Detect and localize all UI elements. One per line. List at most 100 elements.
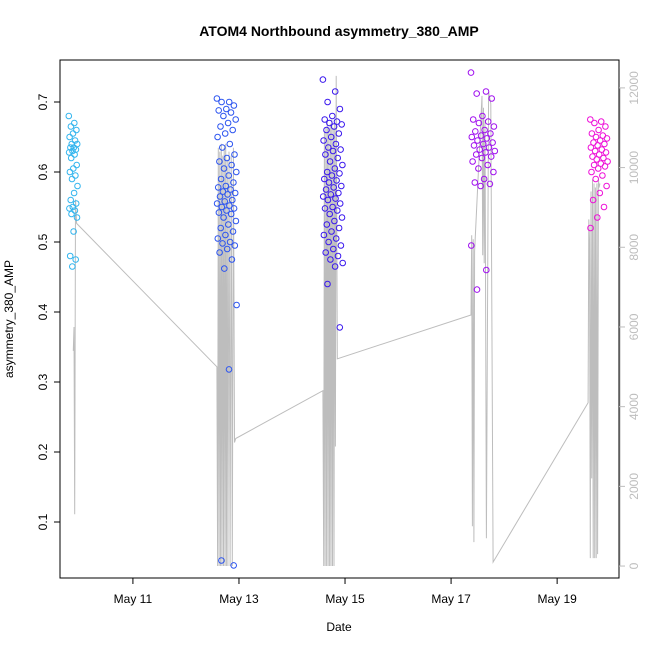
chart-title: ATOM4 Northbound asymmetry_380_AMP	[199, 23, 479, 39]
data-point	[225, 98, 233, 106]
data-point	[480, 175, 488, 183]
data-point	[226, 140, 234, 148]
data-point	[68, 210, 75, 218]
data-point	[330, 245, 337, 253]
data-point	[214, 235, 222, 242]
data-point	[221, 265, 228, 272]
data-point	[223, 245, 231, 253]
y2-tick-label: 8000	[627, 234, 641, 261]
data-point	[65, 112, 73, 120]
data-point	[487, 153, 495, 160]
data-point	[327, 191, 335, 198]
data-point	[471, 179, 479, 186]
data-point	[328, 228, 335, 235]
data-point	[590, 161, 598, 169]
data-point	[223, 105, 230, 113]
data-point	[213, 95, 221, 102]
data-point	[338, 182, 345, 190]
data-point	[215, 107, 222, 114]
data-point	[487, 130, 494, 137]
data-point	[70, 189, 78, 197]
data-point	[69, 203, 77, 211]
data-point	[468, 133, 476, 141]
data-point	[227, 210, 235, 218]
data-point	[324, 280, 331, 288]
data-point	[324, 98, 331, 106]
data-point	[331, 263, 339, 270]
data-point	[71, 151, 78, 158]
data-point	[600, 203, 608, 211]
data-point	[335, 224, 343, 232]
data-point	[330, 123, 338, 130]
data-point	[591, 119, 598, 127]
data-point	[225, 221, 232, 228]
data-point	[70, 165, 77, 172]
data-point	[336, 170, 343, 177]
data-point	[320, 231, 328, 239]
data-point	[326, 119, 333, 127]
data-point	[220, 112, 227, 120]
secondary-series	[72, 75, 601, 567]
y-axis-left: 0.1 0.2 0.3 0.4 0.5 0.6 0.7	[36, 93, 61, 530]
data-point	[223, 207, 230, 214]
data-point	[593, 156, 601, 163]
data-point	[594, 214, 601, 221]
plot-frame	[59, 59, 620, 579]
data-point	[222, 182, 230, 190]
data-point	[596, 137, 604, 144]
data-point	[468, 242, 475, 249]
data-point	[603, 182, 610, 190]
data-point	[68, 175, 76, 183]
data-point	[229, 228, 237, 235]
data-point	[477, 182, 484, 190]
y-tick-label: 0.4	[36, 303, 50, 320]
data-point	[474, 137, 481, 144]
data-point	[483, 266, 490, 274]
data-point	[231, 189, 239, 197]
data-point	[490, 168, 497, 176]
data-point	[217, 123, 224, 130]
data-point	[324, 196, 332, 204]
data-point	[479, 112, 486, 120]
data-point	[337, 146, 344, 153]
data-point	[336, 324, 344, 331]
data-point	[321, 175, 328, 183]
data-point	[322, 186, 330, 193]
data-point	[486, 180, 494, 188]
data-point	[217, 175, 225, 183]
data-point	[338, 121, 346, 128]
data-point	[72, 172, 79, 179]
data-point	[323, 168, 331, 176]
data-point	[592, 133, 600, 141]
data-point	[594, 165, 602, 172]
data-point	[481, 126, 488, 134]
data-point	[482, 88, 490, 95]
data-point	[476, 146, 484, 153]
y-tick-label: 0.5	[36, 233, 50, 250]
data-point	[473, 90, 481, 97]
data-point	[73, 161, 80, 169]
data-point	[597, 118, 605, 125]
data-point	[225, 366, 233, 373]
data-point	[339, 259, 347, 267]
x-axis: May 11 May 13 May 15 May 17 May 19	[114, 577, 577, 606]
data-point	[232, 116, 239, 123]
data-point	[489, 139, 496, 146]
x-tick-label: May 13	[219, 592, 259, 606]
data-point	[484, 118, 492, 125]
data-point	[325, 144, 332, 151]
data-point	[218, 203, 226, 211]
data-point	[603, 135, 611, 142]
data-point	[220, 165, 228, 172]
data-point	[230, 205, 238, 212]
data-point	[588, 130, 596, 137]
y2-tick-label: 0	[627, 562, 641, 569]
data-point	[223, 154, 231, 162]
data-point	[221, 130, 229, 137]
data-point	[335, 189, 342, 197]
data-point	[218, 98, 225, 106]
data-point	[73, 214, 81, 221]
data-point	[227, 186, 234, 193]
data-point	[329, 112, 336, 120]
x-tick-label: May 15	[325, 592, 365, 606]
